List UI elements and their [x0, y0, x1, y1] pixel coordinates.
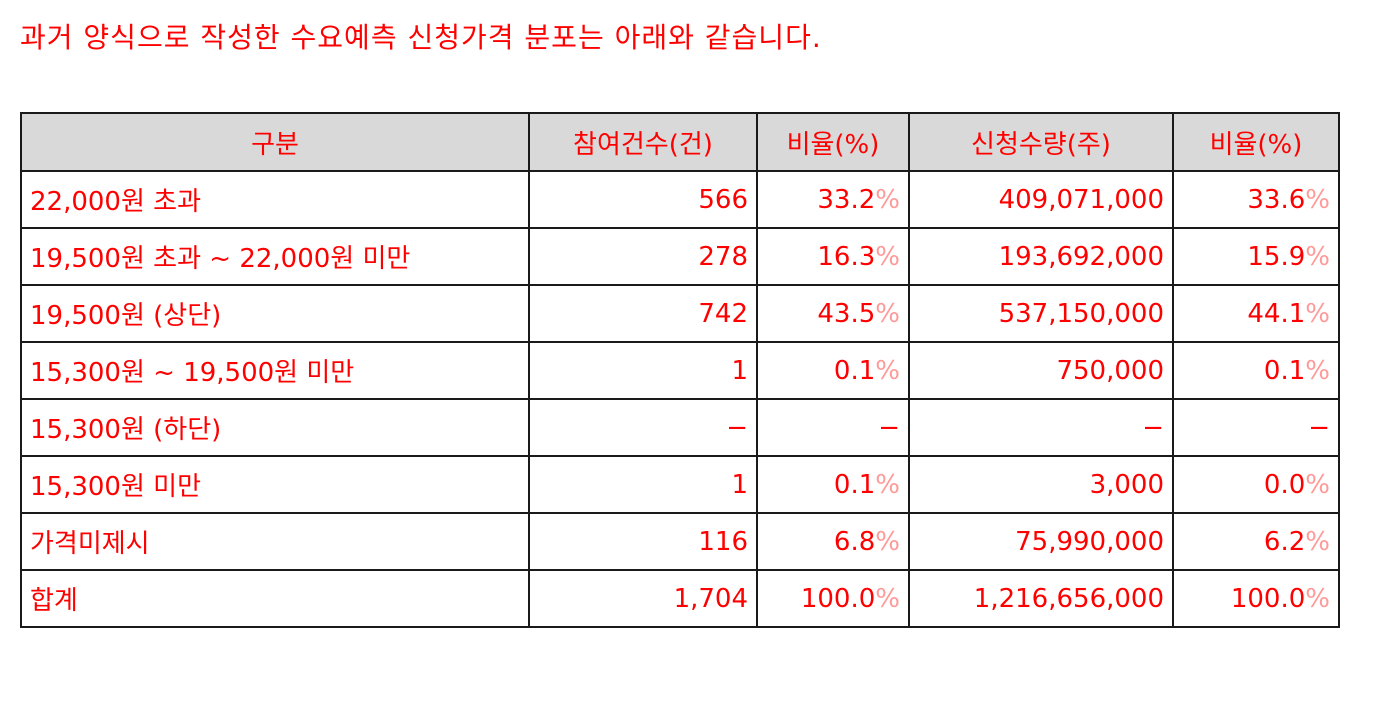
percent-sign: % — [1305, 184, 1330, 215]
percent-sign: % — [875, 526, 900, 557]
percent-sign: % — [875, 469, 900, 500]
ratio-value: 100.0 — [800, 583, 876, 614]
row-count: 742 — [528, 284, 758, 343]
ratio-value: − — [1308, 412, 1330, 443]
row-quantity-ratio: 44.1% — [1172, 284, 1340, 343]
ratio-value: 16.3 — [817, 241, 876, 272]
row-quantity: 193,692,000 — [908, 227, 1174, 286]
row-count: 566 — [528, 170, 758, 229]
ratio-value: − — [878, 412, 900, 443]
row-count-ratio: 100.0% — [756, 569, 910, 628]
table-row: 합계 1,704 100.0% 1,216,656,000 100.0% — [20, 569, 1340, 628]
ratio-value: 100.0 — [1230, 583, 1306, 614]
percent-sign: % — [1305, 298, 1330, 329]
ratio-value: 0.1 — [833, 469, 876, 500]
row-quantity-ratio: − — [1172, 398, 1340, 457]
intro-text: 과거 양식으로 작성한 수요예측 신청가격 분포는 아래와 같습니다. — [20, 21, 822, 54]
header-category: 구분 — [20, 112, 530, 172]
header-participation-count: 참여건수(건) — [528, 112, 758, 172]
percent-sign: % — [875, 355, 900, 386]
percent-sign: % — [875, 298, 900, 329]
row-count: 1,704 — [528, 569, 758, 628]
row-label: 15,300원 미만 — [20, 455, 530, 514]
table-row: 15,300원 ~ 19,500원 미만 1 0.1% 750,000 0.1% — [20, 341, 1340, 400]
header-quantity-ratio: 비율(%) — [1172, 112, 1340, 172]
ratio-value: 6.2 — [1263, 526, 1306, 557]
table-row: 15,300원 (하단) − − − − — [20, 398, 1340, 457]
row-quantity-ratio: 0.0% — [1172, 455, 1340, 514]
percent-sign: % — [1305, 526, 1330, 557]
row-count: 116 — [528, 512, 758, 571]
ratio-value: 44.1 — [1247, 298, 1306, 329]
table-row: 가격미제시 116 6.8% 75,990,000 6.2% — [20, 512, 1340, 571]
row-quantity-ratio: 6.2% — [1172, 512, 1340, 571]
row-count-ratio: 43.5% — [756, 284, 910, 343]
percent-sign: % — [875, 241, 900, 272]
row-count: − — [528, 398, 758, 457]
row-count: 278 — [528, 227, 758, 286]
ratio-value: 33.6 — [1247, 184, 1306, 215]
ratio-value: 33.2 — [817, 184, 876, 215]
row-label: 15,300원 ~ 19,500원 미만 — [20, 341, 530, 400]
header-row: 구분 참여건수(건) 비율(%) 신청수량(주) 비율(%) — [20, 112, 1340, 172]
percent-sign: % — [1305, 241, 1330, 272]
ratio-value: 43.5 — [817, 298, 876, 329]
row-count: 1 — [528, 341, 758, 400]
row-quantity: 409,071,000 — [908, 170, 1174, 229]
row-quantity: 3,000 — [908, 455, 1174, 514]
table-row: 15,300원 미만 1 0.1% 3,000 0.0% — [20, 455, 1340, 514]
row-quantity: 1,216,656,000 — [908, 569, 1174, 628]
percent-sign: % — [875, 583, 900, 614]
ratio-value: 0.1 — [833, 355, 876, 386]
row-quantity: 750,000 — [908, 341, 1174, 400]
ratio-value: 15.9 — [1247, 241, 1306, 272]
price-distribution-table: 구분 참여건수(건) 비율(%) 신청수량(주) 비율(%) 22,000원 초… — [20, 112, 1340, 628]
row-label: 19,500원 (상단) — [20, 284, 530, 343]
header-count-ratio: 비율(%) — [756, 112, 910, 172]
row-count-ratio: 0.1% — [756, 455, 910, 514]
ratio-value: 6.8 — [833, 526, 876, 557]
row-label: 22,000원 초과 — [20, 170, 530, 229]
row-count-ratio: 16.3% — [756, 227, 910, 286]
row-count-ratio: 0.1% — [756, 341, 910, 400]
percent-sign: % — [1305, 355, 1330, 386]
row-quantity-ratio: 15.9% — [1172, 227, 1340, 286]
row-count-ratio: 6.8% — [756, 512, 910, 571]
table-header: 구분 참여건수(건) 비율(%) 신청수량(주) 비율(%) — [20, 112, 1340, 172]
row-count-ratio: 33.2% — [756, 170, 910, 229]
percent-sign: % — [1305, 583, 1330, 614]
row-quantity: 75,990,000 — [908, 512, 1174, 571]
row-count: 1 — [528, 455, 758, 514]
table-row: 19,500원 초과 ~ 22,000원 미만 278 16.3% 193,692,0… — [20, 227, 1340, 286]
percent-sign: % — [1305, 469, 1330, 500]
row-label: 19,500원 초과 ~ 22,000원 미만 — [20, 227, 530, 286]
row-label: 합계 — [20, 569, 530, 628]
table-row: 22,000원 초과 566 33.2% 409,071,000 33.6% — [20, 170, 1340, 229]
ratio-value: 0.1 — [1263, 355, 1306, 386]
row-quantity-ratio: 0.1% — [1172, 341, 1340, 400]
ratio-value: 0.0 — [1263, 469, 1306, 500]
row-count-ratio: − — [756, 398, 910, 457]
row-quantity-ratio: 100.0% — [1172, 569, 1340, 628]
table-row: 19,500원 (상단) 742 43.5% 537,150,000 44.1% — [20, 284, 1340, 343]
row-quantity: − — [908, 398, 1174, 457]
header-request-quantity: 신청수량(주) — [908, 112, 1174, 172]
table-body: 22,000원 초과 566 33.2% 409,071,000 33.6% 19,500… — [20, 170, 1340, 628]
percent-sign: % — [875, 184, 900, 215]
row-label: 15,300원 (하단) — [20, 398, 530, 457]
row-quantity-ratio: 33.6% — [1172, 170, 1340, 229]
row-label: 가격미제시 — [20, 512, 530, 571]
row-quantity: 537,150,000 — [908, 284, 1174, 343]
